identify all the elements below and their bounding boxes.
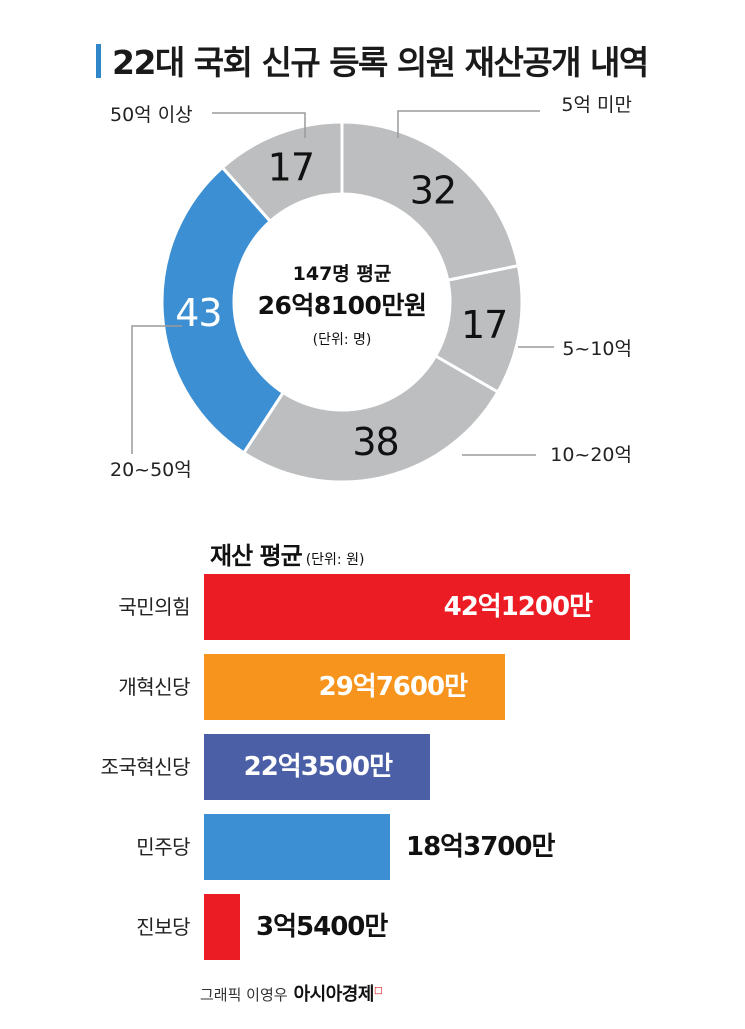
donut-category-label: 20~50억	[110, 459, 192, 481]
donut-center-unit: (단위: 명)	[313, 332, 372, 348]
title-accent-bar	[96, 44, 101, 78]
donut-category-label: 10~20억	[550, 444, 632, 466]
bar-row: 조국혁신당 22억3500만	[0, 734, 745, 800]
bar-chart-title: 재산 평균 (단위: 원)	[210, 536, 364, 571]
bar	[204, 574, 630, 640]
bar-value-label: 29억7600만	[318, 672, 468, 702]
donut-value-label: 17	[461, 303, 507, 347]
bar-category-label: 진보당	[136, 915, 190, 939]
donut-slice-1	[340, 120, 521, 282]
donut-value-label: 43	[175, 291, 221, 335]
donut-chart: 32 5억 미만 17 5~10억 38 10~20억 43 20~50억 17 50억 이상 14…	[110, 94, 632, 484]
credit-line: 그래픽 이영우 아시아경제◻	[200, 980, 383, 1006]
bar	[204, 734, 430, 800]
donut-category-label: 5~10억	[562, 338, 632, 360]
bar	[204, 894, 240, 960]
leader-line	[397, 110, 540, 138]
bar-category-label: 국민의힘	[118, 595, 190, 619]
bar-value-label: 42억1200만	[443, 592, 593, 622]
page-title: 22대 국회 신규 등록 의원 재산공개 내역	[112, 43, 649, 82]
donut-center-average: 26억8100만원	[258, 291, 427, 320]
donut-slice-3	[241, 353, 500, 484]
donut-value-label: 38	[352, 420, 398, 464]
brand-logo: 아시아경제	[293, 984, 375, 1005]
credit-text: 그래픽 이영우	[200, 986, 288, 1004]
bar-value-label: 18억3700만	[406, 832, 555, 862]
leader-line	[131, 325, 182, 454]
bar-value-label: 3억5400만	[256, 912, 388, 942]
bar-category-label: 개혁신당	[118, 675, 190, 699]
bar-row: 국민의힘 42억1200만	[0, 574, 745, 640]
bar-value-label: 22억3500만	[243, 752, 393, 782]
donut-center-count: 147명 평균	[293, 263, 392, 285]
bar-chart-unit: (단위: 원)	[305, 552, 365, 568]
bar-category-label: 민주당	[136, 835, 190, 859]
donut-slice-4	[160, 165, 286, 455]
bar	[204, 654, 505, 720]
donut-value-label: 32	[410, 168, 456, 212]
bar	[204, 814, 390, 880]
bar-row: 개혁신당 29억7600만	[0, 654, 745, 720]
donut-value-label: 17	[268, 145, 314, 189]
donut-slice-5	[220, 120, 344, 224]
bar-row: 민주당 18억3700만	[0, 814, 745, 880]
donut-category-label: 50억 이상	[110, 104, 193, 126]
bar-row: 진보당 3억5400만	[0, 894, 745, 960]
donut-category-label: 5억 미만	[561, 94, 632, 116]
leader-line	[212, 112, 306, 138]
bar-category-label: 조국혁신당	[100, 755, 191, 779]
brand-mark: ◻	[373, 983, 384, 997]
bar-chart-title-text: 재산 평균	[210, 542, 303, 570]
